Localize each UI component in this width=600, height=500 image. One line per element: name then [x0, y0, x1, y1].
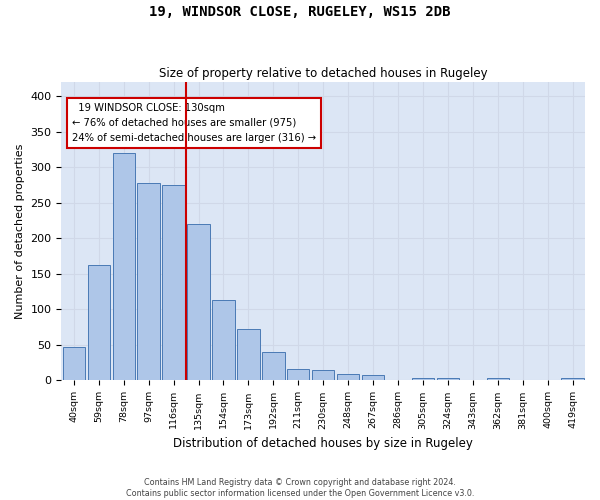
Bar [137, 183, 160, 380]
Bar [487, 378, 509, 380]
Bar [163, 185, 185, 380]
Bar [337, 374, 359, 380]
Bar [262, 352, 284, 380]
Title: Size of property relative to detached houses in Rugeley: Size of property relative to detached ho… [159, 66, 488, 80]
Text: 19 WINDSOR CLOSE: 130sqm
← 76% of detached houses are smaller (975)
24% of semi-: 19 WINDSOR CLOSE: 130sqm ← 76% of detach… [72, 103, 316, 142]
Bar [187, 224, 210, 380]
Bar [88, 264, 110, 380]
Bar [412, 378, 434, 380]
Text: 19, WINDSOR CLOSE, RUGELEY, WS15 2DB: 19, WINDSOR CLOSE, RUGELEY, WS15 2DB [149, 5, 451, 19]
Bar [287, 369, 310, 380]
Bar [362, 376, 384, 380]
Text: Contains HM Land Registry data © Crown copyright and database right 2024.
Contai: Contains HM Land Registry data © Crown c… [126, 478, 474, 498]
Bar [312, 370, 334, 380]
Y-axis label: Number of detached properties: Number of detached properties [15, 144, 25, 319]
Bar [237, 328, 260, 380]
Bar [562, 378, 584, 380]
X-axis label: Distribution of detached houses by size in Rugeley: Distribution of detached houses by size … [173, 437, 473, 450]
Bar [437, 378, 459, 380]
Bar [212, 300, 235, 380]
Bar [62, 347, 85, 380]
Bar [113, 153, 135, 380]
